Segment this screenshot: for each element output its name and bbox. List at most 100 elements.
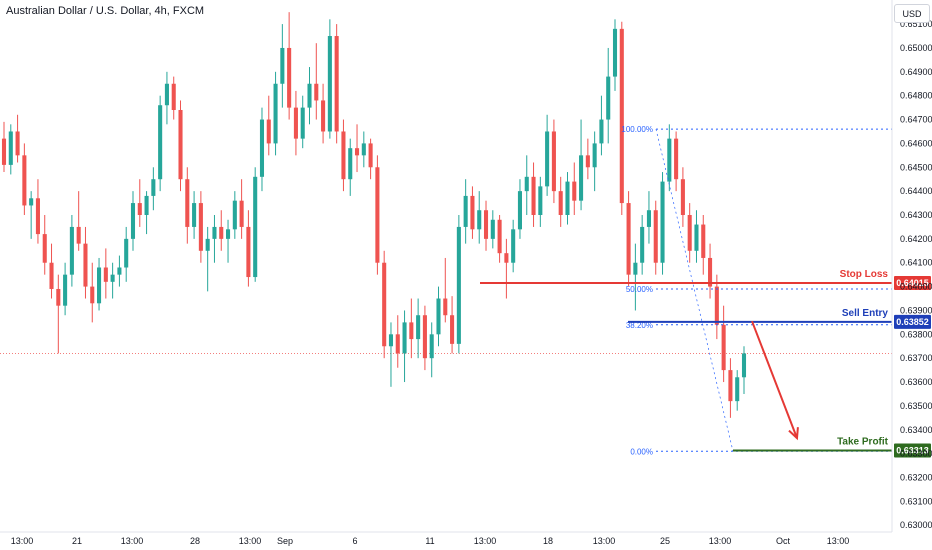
candle-body [144,195,149,215]
candle-body [470,195,475,230]
candle-body [341,131,346,180]
candle-body [103,267,108,282]
time-tick-label: 13:00 [593,536,616,546]
candle-body [368,143,373,168]
time-tick-label: 18 [543,536,553,546]
price-tick-label: 0.64300 [900,210,932,220]
candle-body [273,83,278,144]
candle-body [348,148,353,180]
candle-body [130,203,136,239]
time-tick-label: Oct [776,536,791,546]
candle-body [409,322,414,340]
candle-body [35,198,40,235]
candle-body [388,334,394,347]
price-tick-label: 0.63000 [900,520,932,530]
candle-body [354,148,360,156]
candle-body [76,226,81,244]
candle-body [212,226,217,239]
candle-body [280,47,285,84]
candle-body [443,298,448,316]
candle-body [694,224,699,251]
candle-body [226,229,231,239]
time-tick-label: 13:00 [474,536,497,546]
time-tick-label: 21 [72,536,82,546]
fib-level-label: 38.20% [626,321,653,330]
candle-body [334,36,339,132]
currency-button[interactable]: USD [894,4,930,23]
stop-loss-price-badge [894,276,931,291]
candle-body [124,238,129,268]
fib-level-label: 100.00% [621,125,653,134]
price-tick-label: 0.64200 [900,234,932,244]
candle-body [375,167,380,263]
take-profit-label: Take Profit [837,437,889,448]
candle-body [728,370,733,402]
candle-body [626,203,631,275]
candle-body [599,119,604,144]
chart-title: Australian Dollar / U.S. Dollar, 4h, FXC… [6,5,205,17]
candle-body [531,176,536,215]
candle-body [314,83,319,101]
candle-body [110,274,115,282]
candle-body [701,224,706,258]
candle-body [416,315,421,340]
candle-body [483,210,489,239]
price-tick-label: 0.64800 [900,91,932,101]
price-tick-label: 0.63500 [900,401,932,411]
candle-body [178,110,183,180]
candle-body [63,274,68,306]
candle-body [612,28,618,77]
stop-loss-price-label: 0.64015 [896,278,929,288]
candle-body [137,203,142,215]
candle-body [585,155,590,168]
candle-body [287,47,292,108]
candle-body [538,186,543,215]
sell-entry-label: Sell Entry [842,308,889,319]
candle-body [171,83,176,110]
price-tick-label: 0.64100 [900,258,932,268]
candle-body [619,28,624,204]
candle-body [741,353,747,378]
candles-layer[interactable] [1,12,747,418]
price-tick-label: 0.63300 [900,449,932,459]
candle-body [402,322,407,354]
candle-body [90,286,95,304]
candle-body [192,203,197,227]
candle-body [327,36,332,132]
candle-body [219,226,224,239]
candle-body [15,131,20,156]
candle-body [640,226,645,263]
candle-body [158,105,163,180]
price-tick-label: 0.64900 [900,67,932,77]
time-axis[interactable]: 13:00 21 13:00 28 13:00 Sep 6 11 13:00 18 13:00 25 1… [11,536,850,546]
price-tick-label: 0.63100 [900,496,932,506]
candle-body [29,198,34,206]
candle-body [429,334,434,359]
price-tick-label: 0.63700 [900,353,932,363]
candle-body [69,226,74,275]
projection-arrow-shaft [751,320,798,439]
candle-body [504,253,509,263]
candle-body [646,210,651,227]
projection-arrow-head [788,427,799,441]
candle-body [714,286,719,325]
candle-body [633,262,638,275]
candle-body [239,200,244,227]
candle-body [572,181,577,201]
candle-body [687,215,692,251]
candle-body [151,179,156,196]
time-tick-label: Sep [277,536,293,546]
candle-body [667,138,672,182]
candle-body [721,324,726,371]
sell-entry-price-badge [894,314,931,329]
candle-body [259,119,265,177]
fib-level-label: 50.00% [626,285,653,294]
candle-body [680,179,685,215]
price-tick-label: 0.65000 [900,43,932,53]
price-axis[interactable]: 0.65100 0.65000 0.64900 0.64800 0.64700 0.646… [900,19,932,530]
time-tick-label: 11 [425,536,434,546]
price-tick-label: 0.63900 [900,305,932,315]
candle-body [497,219,502,254]
candle-body [205,238,210,251]
